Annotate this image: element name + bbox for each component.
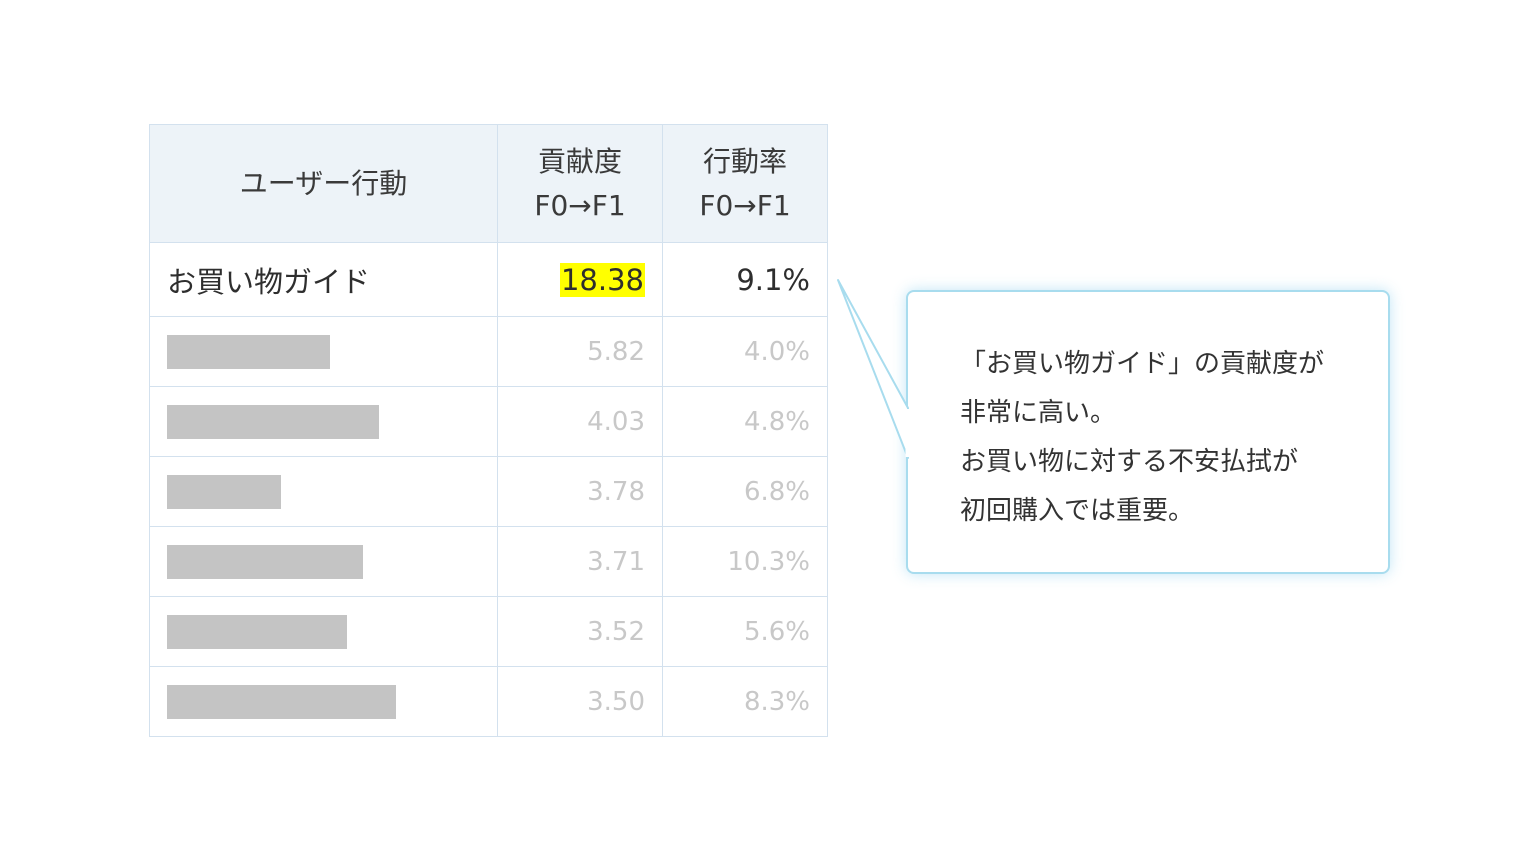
- header-contribution: 貢献度 F0→F1: [497, 124, 663, 243]
- action-rate-value: 10.3%: [662, 526, 828, 597]
- masked-behavior-label: [149, 456, 498, 527]
- action-rate-value: 9.1%: [662, 242, 828, 317]
- contribution-value: 3.50: [497, 666, 663, 737]
- redaction-bar: [167, 614, 347, 649]
- contribution-value: 5.82: [497, 316, 663, 387]
- header-action-rate-period: F0→F1: [699, 188, 791, 222]
- header-action-rate: 行動率 F0→F1: [662, 124, 828, 243]
- callout-pointer: [837, 279, 911, 459]
- header-user-behavior: ユーザー行動: [149, 124, 498, 243]
- masked-behavior-label: [149, 386, 498, 457]
- table-row: 3.52 5.6%: [149, 596, 828, 667]
- table-row: 4.03 4.8%: [149, 386, 828, 457]
- action-rate-value: 8.3%: [662, 666, 828, 737]
- table-row-shopping-guide: お買い物ガイド 18.38 9.1%: [149, 242, 828, 317]
- behavior-label: お買い物ガイド: [149, 242, 498, 317]
- action-rate-value: 5.6%: [662, 596, 828, 667]
- callout-line: お買い物に対する不安払拭が: [960, 447, 1299, 477]
- annotation-callout: 「お買い物ガイド」の貢献度が 非常に高い。 お買い物に対する不安払拭が 初回購入…: [906, 290, 1390, 574]
- masked-behavior-label: [149, 316, 498, 387]
- callout-line: 非常に高い。: [960, 398, 1117, 428]
- redaction-bar: [167, 404, 379, 439]
- table-row: 5.82 4.0%: [149, 316, 828, 387]
- table-header-row: ユーザー行動 貢献度 F0→F1 行動率 F0→F1: [149, 124, 828, 243]
- contribution-value: 3.78: [497, 456, 663, 527]
- callout-line: 「お買い物ガイド」の貢献度が: [960, 349, 1325, 379]
- header-contribution-title: 貢献度: [537, 144, 622, 178]
- callout-line: 初回購入では重要。: [960, 496, 1195, 526]
- callout-text: 「お買い物ガイド」の貢献度が 非常に高い。 お買い物に対する不安払拭が 初回購入…: [960, 340, 1324, 536]
- table-row: 3.71 10.3%: [149, 526, 828, 597]
- redaction-bar: [167, 474, 281, 509]
- redaction-bar: [167, 684, 396, 719]
- masked-behavior-label: [149, 526, 498, 597]
- header-action-rate-title: 行動率: [702, 144, 787, 178]
- contribution-value: 3.71: [497, 526, 663, 597]
- action-rate-value: 6.8%: [662, 456, 828, 527]
- contribution-value: 4.03: [497, 386, 663, 457]
- highlighted-contribution-value: 18.38: [559, 262, 645, 297]
- header-contribution-period: F0→F1: [534, 188, 626, 222]
- action-rate-value: 4.0%: [662, 316, 828, 387]
- contribution-value: 18.38: [497, 242, 663, 317]
- contribution-value: 3.52: [497, 596, 663, 667]
- table-row: 3.50 8.3%: [149, 666, 828, 737]
- table-row: 3.78 6.8%: [149, 456, 828, 527]
- redaction-bar: [167, 334, 330, 369]
- behavior-contribution-table: ユーザー行動 貢献度 F0→F1 行動率 F0→F1 お買い物ガイド 18.38…: [149, 124, 828, 737]
- redaction-bar: [167, 544, 363, 579]
- action-rate-value: 4.8%: [662, 386, 828, 457]
- masked-behavior-label: [149, 666, 498, 737]
- masked-behavior-label: [149, 596, 498, 667]
